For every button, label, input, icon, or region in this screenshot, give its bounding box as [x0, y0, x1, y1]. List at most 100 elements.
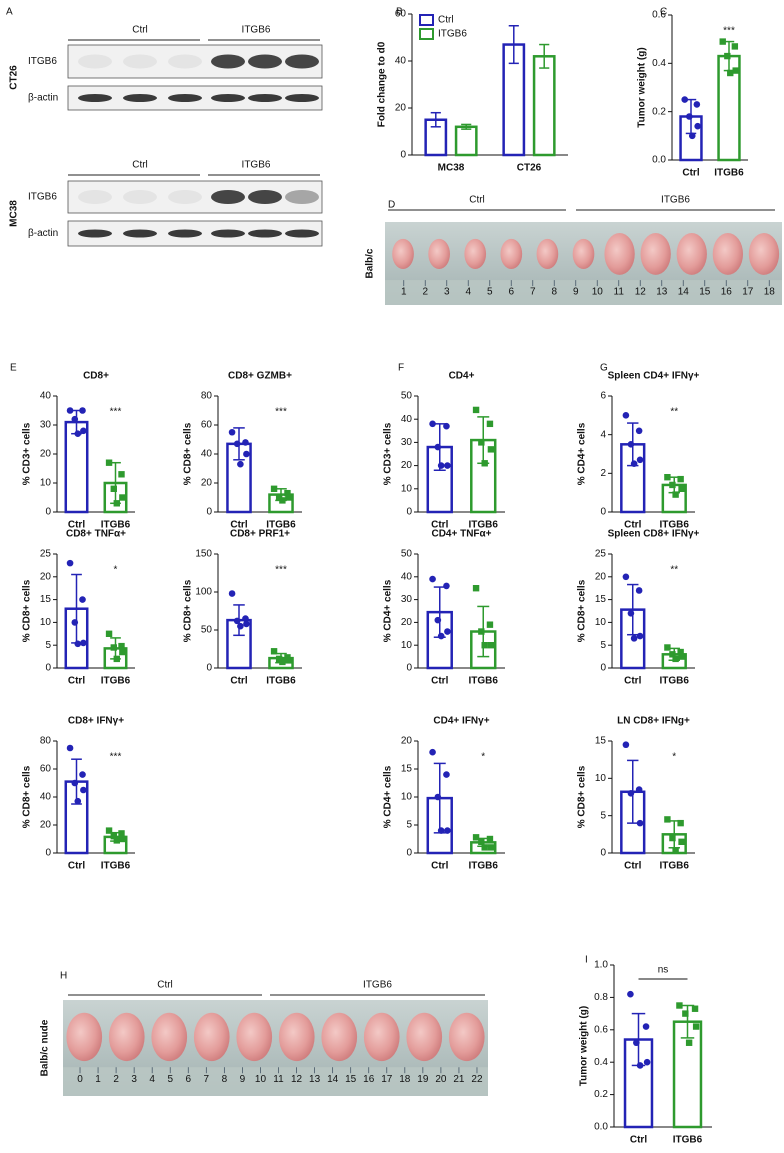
significance: ***: [275, 407, 287, 418]
y-tick-label: 50: [401, 549, 413, 560]
x-tick-label: ITGB6: [469, 676, 499, 687]
data-point: [429, 748, 436, 756]
data-point: [105, 630, 113, 637]
panel-letter: F: [398, 363, 404, 374]
y-tick-label: 40: [40, 792, 52, 803]
significance: *: [114, 565, 118, 576]
chart-title: CD8+: [83, 371, 109, 382]
data-point: [118, 471, 125, 478]
data-point: [664, 474, 671, 481]
data-point: [478, 439, 485, 446]
data-point: [694, 122, 701, 130]
y-tick-label: 0: [600, 848, 606, 859]
y-tick-label: 10: [595, 617, 607, 628]
panel-letter: A: [6, 7, 13, 18]
tumor: [748, 233, 780, 275]
chart-title: LN CD8+ IFNg+: [617, 716, 690, 727]
band: [248, 54, 282, 69]
y-tick-label: 20: [401, 617, 413, 628]
y-tick-label: 30: [40, 420, 52, 431]
panel-letter: G: [600, 363, 608, 374]
data-point: [685, 1039, 693, 1046]
data-point: [119, 648, 126, 656]
y-tick-label: 0: [406, 663, 412, 674]
data-point: [74, 640, 82, 648]
y-tick-label: 60: [40, 764, 52, 775]
x-tick-label: ITGB6: [469, 520, 499, 531]
ruler-number: 17: [381, 1074, 393, 1085]
band: [211, 190, 245, 204]
data-point: [284, 489, 291, 497]
data-point: [243, 450, 250, 458]
data-point: [119, 835, 126, 843]
data-point: [486, 835, 494, 843]
y-tick-label: 80: [201, 391, 213, 402]
data-point: [635, 427, 643, 435]
band: [211, 54, 245, 69]
ruler-number: 20: [435, 1074, 447, 1085]
x-tick-label: MC38: [438, 163, 465, 174]
band: [285, 229, 319, 238]
y-axis-label: % CD4+ cells: [577, 422, 588, 485]
chart-title: CD8+ GZMB+: [228, 371, 292, 382]
y-tick-label: 40: [401, 414, 413, 425]
data-point: [635, 786, 643, 793]
data-point: [118, 642, 125, 650]
data-point: [437, 462, 445, 469]
tumor: [392, 238, 414, 270]
tumor: [406, 1012, 443, 1062]
tumor: [151, 1012, 188, 1062]
data-point: [669, 651, 676, 658]
x-tick-label: Ctrl: [624, 861, 641, 872]
significance: **: [670, 565, 678, 576]
band: [123, 229, 157, 238]
data-point: [664, 644, 671, 651]
ruler-number: 8: [551, 287, 557, 298]
tumor: [193, 1012, 230, 1062]
data-point: [678, 838, 685, 845]
ruler-number: 3: [131, 1074, 137, 1085]
chart-title: CD4+: [449, 371, 475, 382]
data-point: [677, 819, 684, 827]
y-axis-label: Tumor weight (g): [637, 47, 648, 127]
y-tick-label: 0.6: [652, 10, 666, 21]
y-tick-label: 20: [201, 478, 213, 489]
y-tick-label: 10: [595, 773, 607, 784]
data-point: [627, 609, 635, 617]
data-point: [636, 819, 644, 827]
tumor: [108, 1012, 145, 1062]
data-point: [732, 67, 739, 74]
group-label: ITGB6: [661, 195, 690, 206]
legend-label: Ctrl: [438, 15, 454, 26]
band: [248, 229, 282, 238]
ruler-number: 21: [453, 1074, 465, 1085]
y-tick-label: 2: [600, 468, 606, 479]
data-point: [79, 596, 86, 603]
y-tick-label: 10: [401, 792, 413, 803]
bar: [532, 55, 556, 157]
y-axis-label: % CD8+ cells: [577, 765, 588, 828]
x-tick-label: Ctrl: [682, 168, 699, 179]
data-point: [429, 420, 436, 428]
band: [123, 190, 157, 204]
y-tick-label: 20: [40, 820, 52, 831]
y-tick-label: 50: [401, 391, 413, 402]
chart-title: CD4+ TNFα+: [431, 529, 491, 540]
y-axis-label: % CD8+ cells: [183, 422, 194, 485]
band: [123, 54, 157, 69]
data-point: [664, 816, 671, 823]
y-tick-label: 25: [40, 549, 52, 560]
bar: [454, 125, 478, 157]
data-point: [478, 838, 485, 845]
x-tick-label: CT26: [517, 163, 542, 174]
ruler-number: 7: [530, 287, 536, 298]
y-tick-label: 0.6: [594, 1024, 608, 1035]
ruler-number: 1: [401, 287, 407, 298]
data-point: [242, 439, 249, 446]
data-point: [437, 632, 445, 640]
legend-swatch: [419, 28, 434, 40]
band: [285, 190, 319, 204]
data-point: [678, 653, 685, 660]
y-tick-label: 10: [40, 617, 52, 628]
y-tick-label: 15: [401, 764, 413, 775]
